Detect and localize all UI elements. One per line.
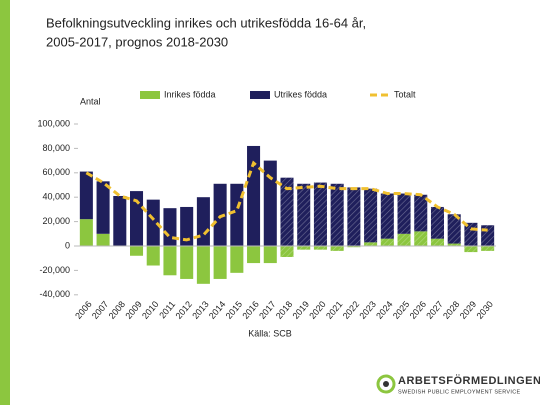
bar — [213, 183, 227, 246]
forecast-hatch — [414, 194, 428, 232]
total-line — [85, 160, 488, 242]
bar — [230, 183, 244, 246]
forecast-hatch — [380, 193, 394, 239]
forecast-hatch — [347, 246, 361, 248]
bar — [129, 246, 144, 256]
y-tick-label: 20,000 — [42, 216, 70, 226]
forecast-hatch — [464, 246, 478, 253]
x-tick-label: 2024 — [374, 299, 395, 321]
bar — [230, 246, 244, 273]
forecast-hatch — [364, 242, 378, 246]
legend-label: Utrikes födda — [274, 89, 327, 99]
forecast-hatch — [430, 238, 445, 246]
source: Källa: SCB — [248, 328, 292, 338]
forecast-hatch — [330, 246, 344, 251]
x-tick-label: 2008 — [107, 299, 128, 321]
x-tick-label: 2007 — [90, 299, 111, 321]
bar — [79, 219, 93, 246]
x-tick-label: 2013 — [190, 299, 211, 321]
y-tick-label: 40,000 — [42, 192, 70, 202]
logo-name: ARBETSFÖRMEDLINGEN — [398, 374, 540, 387]
bar — [247, 145, 261, 246]
bar — [213, 246, 227, 279]
chart-title: 2005-2017, prognos 2018-2030 — [46, 34, 228, 49]
forecast-hatch — [380, 238, 394, 246]
bar — [247, 246, 261, 264]
side-stripe — [0, 0, 10, 405]
forecast-hatch — [313, 246, 327, 250]
y-tick-label: -40,000 — [39, 289, 70, 299]
logo-tagline: SWEDISH PUBLIC EMPLOYMENT SERVICE — [398, 389, 521, 395]
y-axis-label: Antal — [80, 96, 101, 106]
forecast-hatch — [447, 214, 461, 244]
logo-icon — [376, 374, 396, 394]
x-tick-label: 2027 — [424, 299, 445, 321]
y-tick-label: 60,000 — [42, 167, 70, 177]
bar — [79, 171, 93, 220]
bar — [146, 246, 160, 266]
legend-label: Totalt — [394, 89, 416, 99]
bar — [263, 246, 277, 264]
bar — [96, 233, 110, 246]
forecast-hatch — [481, 246, 495, 251]
x-tick-label: 2030 — [474, 299, 495, 321]
x-tick-label: 2009 — [123, 299, 144, 321]
bar — [163, 246, 177, 276]
x-tick-label: 2023 — [357, 299, 378, 321]
x-tick-label: 2022 — [341, 299, 362, 321]
forecast-hatch — [297, 183, 311, 246]
y-tick-label: 80,000 — [42, 143, 70, 153]
forecast-hatch — [397, 233, 411, 246]
forecast-hatch — [280, 177, 294, 246]
bar — [196, 197, 210, 246]
forecast-hatch — [313, 182, 327, 246]
x-tick-label: 2015 — [224, 299, 245, 321]
x-tick-label: 2026 — [408, 299, 429, 321]
legend-swatch — [140, 91, 160, 99]
x-tick-label: 2016 — [240, 299, 261, 321]
x-tick-label: 2020 — [307, 299, 328, 321]
bar — [163, 208, 177, 246]
x-tick-label: 2011 — [157, 299, 177, 320]
x-tick-label: 2021 — [324, 299, 345, 321]
x-tick-label: 2014 — [207, 299, 228, 321]
x-tick-label: 2010 — [140, 299, 161, 321]
forecast-hatch — [347, 187, 361, 246]
forecast-hatch — [447, 243, 461, 246]
bar — [96, 181, 110, 234]
y-tick-label: 0 — [65, 240, 70, 250]
bar — [113, 195, 127, 246]
forecast-hatch — [414, 231, 428, 246]
bar — [196, 246, 210, 284]
legend-label: Inrikes födda — [164, 89, 216, 99]
forecast-hatch — [330, 183, 344, 246]
chart-title: Befolkningsutveckling inrikes och utrike… — [46, 15, 366, 30]
bar — [146, 199, 160, 246]
x-tick-label: 2025 — [391, 299, 412, 321]
bar — [263, 160, 277, 246]
x-tick-label: 2012 — [173, 299, 194, 321]
forecast-hatch — [280, 246, 294, 257]
y-tick-label: -20,000 — [39, 265, 70, 275]
forecast-hatch — [297, 246, 311, 250]
forecast-hatch — [364, 188, 378, 243]
bar — [180, 246, 194, 279]
x-tick-label: 2019 — [291, 299, 312, 321]
bar — [180, 206, 194, 246]
legend-swatch — [250, 91, 270, 99]
logo-icon — [383, 381, 389, 387]
logo: ARBETSFÖRMEDLINGEN SWEDISH PUBLIC EMPLOY… — [376, 374, 540, 395]
x-tick-label: 2017 — [257, 299, 278, 321]
forecast-hatch — [430, 206, 445, 239]
bar — [129, 191, 144, 246]
y-tick-label: 100,000 — [37, 118, 70, 128]
x-tick-label: 2028 — [441, 299, 462, 321]
forecast-hatch — [397, 193, 411, 234]
x-tick-label: 2006 — [73, 299, 94, 321]
x-tick-label: 2029 — [458, 299, 479, 321]
x-tick-label: 2018 — [274, 299, 295, 321]
